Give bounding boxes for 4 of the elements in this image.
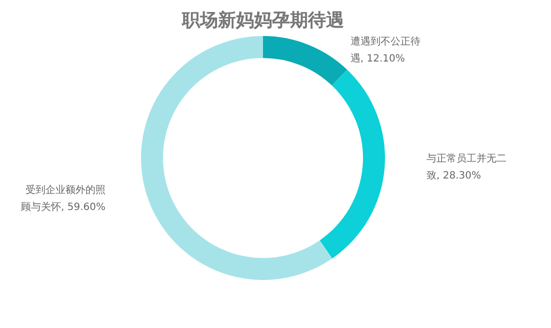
slice-label: 受到企业额外的照顾与关怀, 59.60%	[21, 184, 106, 213]
slice-label: 与正常员工并无二致, 28.30%	[426, 152, 507, 182]
slice-label: 遭遇到不公正待遇, 12.10%	[350, 35, 420, 64]
chart-title: 职场新妈妈孕期待遇	[181, 10, 344, 31]
